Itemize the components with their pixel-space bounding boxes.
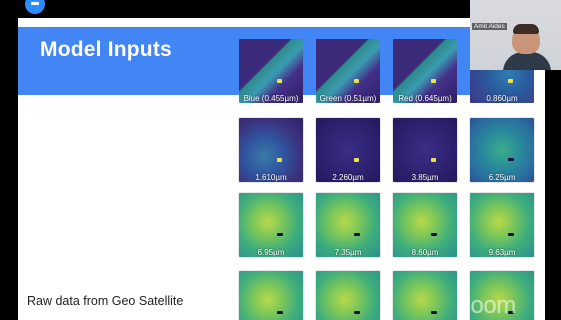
band-tile: 10.45µm xyxy=(239,271,303,320)
band-tile: Red (0.645µm) xyxy=(393,39,457,103)
hot-spot xyxy=(277,158,282,162)
band-label: 9.63µm xyxy=(488,248,516,257)
participant-video-tile[interactable]: Amit Aides xyxy=(470,0,561,70)
cold-spot xyxy=(508,158,514,161)
band-tile: 6.95µm xyxy=(239,193,303,257)
window-edge xyxy=(545,70,561,320)
band-label: Blue (0.455µm) xyxy=(243,94,299,103)
band-label: Green (0.51µm) xyxy=(319,94,377,103)
band-tile: 1.610µm xyxy=(239,118,303,182)
cold-spot xyxy=(431,311,437,314)
band-label: 8.60µm xyxy=(411,248,439,257)
participant-hair xyxy=(513,24,539,34)
slide-title: Model Inputs xyxy=(40,38,172,61)
title-banner xyxy=(18,27,253,95)
cold-spot xyxy=(277,311,283,314)
band-label: Red (0.645µm) xyxy=(398,94,452,103)
band-label: 3.85µm xyxy=(411,173,439,182)
zoom-menu-icon[interactable] xyxy=(25,0,45,14)
hot-spot xyxy=(354,79,359,83)
band-tile: 11.20µm xyxy=(316,271,380,320)
band-label: 2.260µm xyxy=(332,173,364,182)
band-label: 1.610µm xyxy=(255,173,287,182)
band-tile: Green (0.51µm) xyxy=(316,39,380,103)
cold-spot xyxy=(354,233,360,236)
band-tile: Blue (0.455µm) xyxy=(239,39,303,103)
band-tile: 6.25µm xyxy=(470,118,534,182)
cold-spot xyxy=(508,233,514,236)
band-tile: 8.60µm xyxy=(393,193,457,257)
zoom-top-bar xyxy=(0,0,561,18)
zoom-watermark: zoom xyxy=(459,292,516,319)
band-label: 0.860µm xyxy=(486,94,518,103)
band-tile: 12.35µm xyxy=(393,271,457,320)
participant-body xyxy=(503,52,551,70)
band-tile: 9.63µm xyxy=(470,193,534,257)
hot-spot xyxy=(431,158,436,162)
band-label: 6.95µm xyxy=(257,248,285,257)
cold-spot xyxy=(277,233,283,236)
hot-spot xyxy=(508,79,513,83)
band-tile: 2.260µm xyxy=(316,118,380,182)
band-tile: 3.85µm xyxy=(393,118,457,182)
hot-spot xyxy=(354,158,359,162)
band-label: 7.35µm xyxy=(334,248,362,257)
participant-name: Amit Aides xyxy=(472,23,507,30)
band-tile: 7.35µm xyxy=(316,193,380,257)
band-label: 6.25µm xyxy=(488,173,516,182)
shared-slide: Model Inputs Blue (0.455µm) Green (0.51µm… xyxy=(18,18,545,320)
cold-spot xyxy=(508,311,514,314)
cold-spot xyxy=(431,233,437,236)
hot-spot xyxy=(277,79,282,83)
band-tile: 13.30µm xyxy=(470,271,534,320)
cold-spot xyxy=(354,311,360,314)
slide-caption: Raw data from Geo Satellite xyxy=(27,294,184,308)
hot-spot xyxy=(431,79,436,83)
